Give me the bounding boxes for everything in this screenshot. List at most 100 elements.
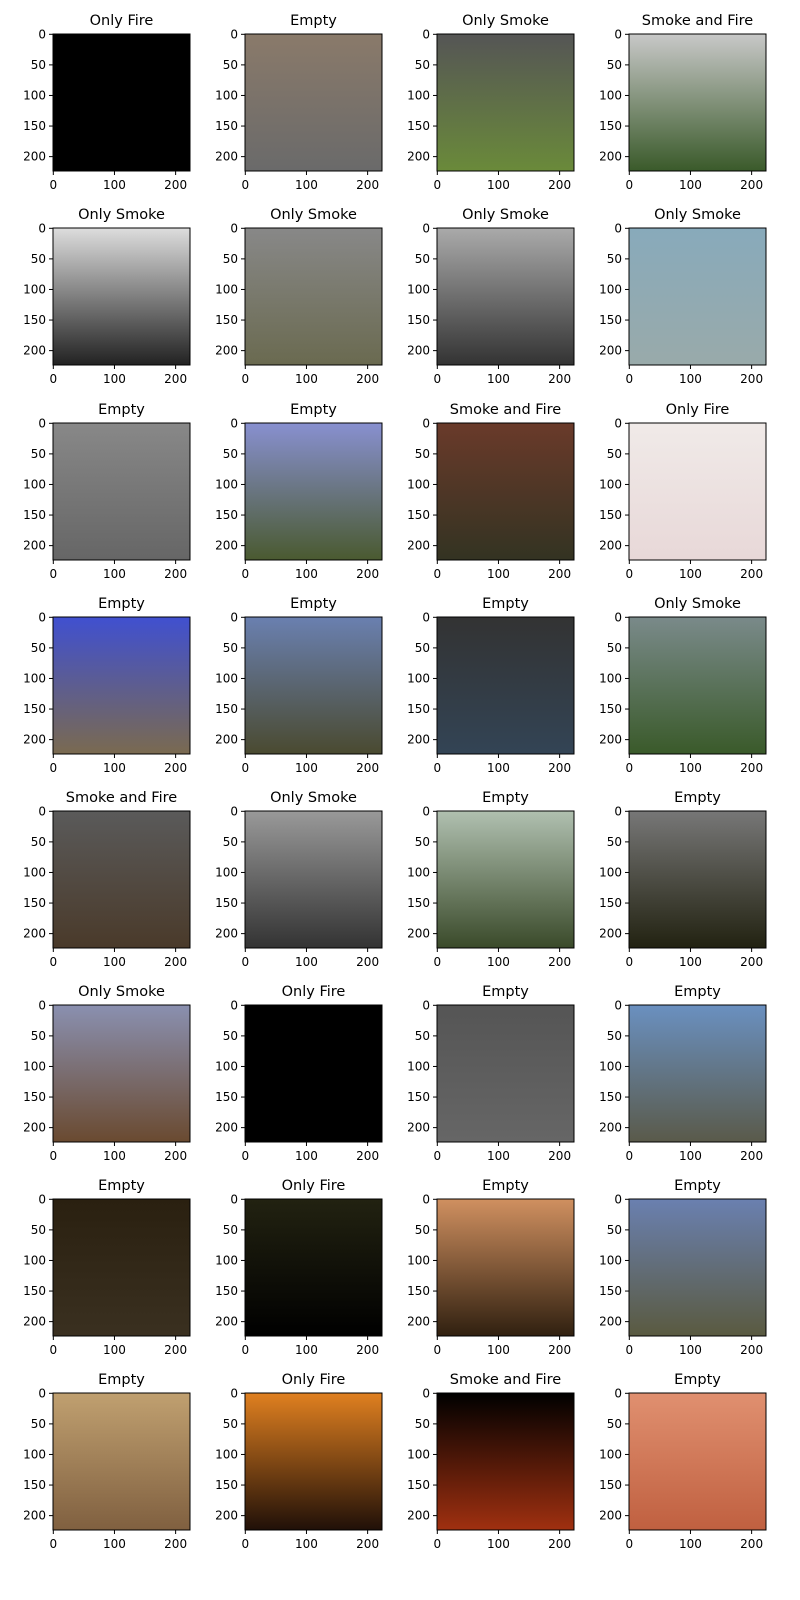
image xyxy=(437,811,574,948)
panel-title: Only Fire xyxy=(282,984,346,1000)
x-tick-label: 100 xyxy=(679,372,702,386)
axes-frame xyxy=(244,1392,383,1531)
y-tick-label: 0 xyxy=(614,221,622,235)
y-tick-label: 0 xyxy=(230,1192,238,1206)
y-tick-label: 100 xyxy=(599,865,622,879)
x-tick-label: 0 xyxy=(625,1343,633,1357)
axes-frame xyxy=(436,33,575,172)
y-tick-label: 150 xyxy=(215,1090,238,1104)
x-tick-label: 200 xyxy=(164,761,187,775)
y-tick-label: 100 xyxy=(23,865,46,879)
x-tick-label: 200 xyxy=(548,567,571,581)
y-tick-label: 100 xyxy=(23,1447,46,1461)
image xyxy=(245,1199,382,1336)
y-tick-label: 50 xyxy=(415,1223,430,1237)
y-tick-label: 50 xyxy=(223,447,238,461)
y-tick-label: 0 xyxy=(38,416,46,430)
image xyxy=(53,228,190,365)
y-tick-label: 150 xyxy=(407,313,430,327)
x-tick-label: 0 xyxy=(433,1343,441,1357)
x-tick-label: 100 xyxy=(295,372,318,386)
x-tick-label: 0 xyxy=(241,372,249,386)
panel-title: Only Smoke xyxy=(270,790,357,806)
y-tick-label: 200 xyxy=(215,539,238,553)
image xyxy=(245,1005,382,1142)
y-tick-label: 50 xyxy=(415,252,430,266)
y-tick-label: 200 xyxy=(23,1121,46,1135)
panel-title: Empty xyxy=(674,1178,721,1194)
x-tick-label: 0 xyxy=(241,955,249,969)
y-tick-label: 50 xyxy=(31,641,46,655)
x-tick-label: 200 xyxy=(548,1343,571,1357)
image xyxy=(53,1005,190,1142)
y-tick-label: 0 xyxy=(422,221,430,235)
y-tick-label: 150 xyxy=(599,1284,622,1298)
x-tick-label: 100 xyxy=(103,761,126,775)
y-tick-label: 100 xyxy=(23,88,46,102)
panel-title: Only Fire xyxy=(90,13,154,29)
x-tick-label: 0 xyxy=(49,372,57,386)
y-tick-label: 50 xyxy=(607,1417,622,1431)
y-tick-label: 100 xyxy=(215,282,238,296)
y-tick-label: 200 xyxy=(23,539,46,553)
image xyxy=(437,228,574,365)
x-tick-label: 200 xyxy=(548,372,571,386)
y-tick-label: 50 xyxy=(223,252,238,266)
x-tick-label: 0 xyxy=(625,1537,633,1551)
y-tick-label: 100 xyxy=(215,865,238,879)
y-tick-label: 50 xyxy=(415,447,430,461)
x-tick-label: 0 xyxy=(433,761,441,775)
x-tick-label: 100 xyxy=(103,1343,126,1357)
panel-title: Only Smoke xyxy=(78,984,165,1000)
panel-title: Only Smoke xyxy=(654,207,741,223)
image xyxy=(245,617,382,754)
x-tick-label: 0 xyxy=(625,955,633,969)
panel-title: Empty xyxy=(482,790,529,806)
axes-frame xyxy=(436,1004,575,1143)
axes-frame xyxy=(628,616,767,755)
panel-title: Only Smoke xyxy=(78,207,165,223)
x-tick-label: 100 xyxy=(103,178,126,192)
y-tick-label: 200 xyxy=(23,733,46,747)
image xyxy=(629,228,766,365)
y-tick-label: 200 xyxy=(599,539,622,553)
y-tick-label: 50 xyxy=(415,641,430,655)
y-tick-label: 150 xyxy=(407,1090,430,1104)
y-tick-label: 50 xyxy=(31,447,46,461)
image xyxy=(629,1005,766,1142)
x-tick-label: 100 xyxy=(295,567,318,581)
panel-title: Empty xyxy=(98,1178,145,1194)
y-tick-label: 50 xyxy=(31,252,46,266)
axes-frame xyxy=(436,422,575,561)
y-tick-label: 150 xyxy=(23,896,46,910)
image xyxy=(53,34,190,171)
y-tick-label: 0 xyxy=(38,1192,46,1206)
panel-title: Only Smoke xyxy=(462,13,549,29)
x-tick-label: 200 xyxy=(740,372,763,386)
image xyxy=(629,811,766,948)
axes-frame xyxy=(628,1198,767,1337)
y-tick-label: 150 xyxy=(407,1478,430,1492)
x-tick-label: 100 xyxy=(295,178,318,192)
image xyxy=(53,1199,190,1336)
image xyxy=(245,228,382,365)
axes-frame xyxy=(52,1198,191,1337)
x-tick-label: 100 xyxy=(487,955,510,969)
x-tick-label: 0 xyxy=(241,178,249,192)
y-tick-label: 100 xyxy=(215,1059,238,1073)
x-tick-label: 100 xyxy=(487,178,510,192)
y-tick-label: 100 xyxy=(599,1253,622,1267)
y-tick-label: 100 xyxy=(599,477,622,491)
image xyxy=(53,423,190,560)
y-tick-label: 50 xyxy=(415,1417,430,1431)
y-tick-label: 50 xyxy=(223,835,238,849)
x-tick-label: 0 xyxy=(49,1537,57,1551)
image xyxy=(437,1005,574,1142)
x-tick-label: 0 xyxy=(625,1149,633,1163)
image xyxy=(629,1393,766,1530)
x-tick-label: 100 xyxy=(103,567,126,581)
axes-frame xyxy=(52,227,191,366)
y-tick-label: 150 xyxy=(599,1478,622,1492)
y-tick-label: 150 xyxy=(215,313,238,327)
